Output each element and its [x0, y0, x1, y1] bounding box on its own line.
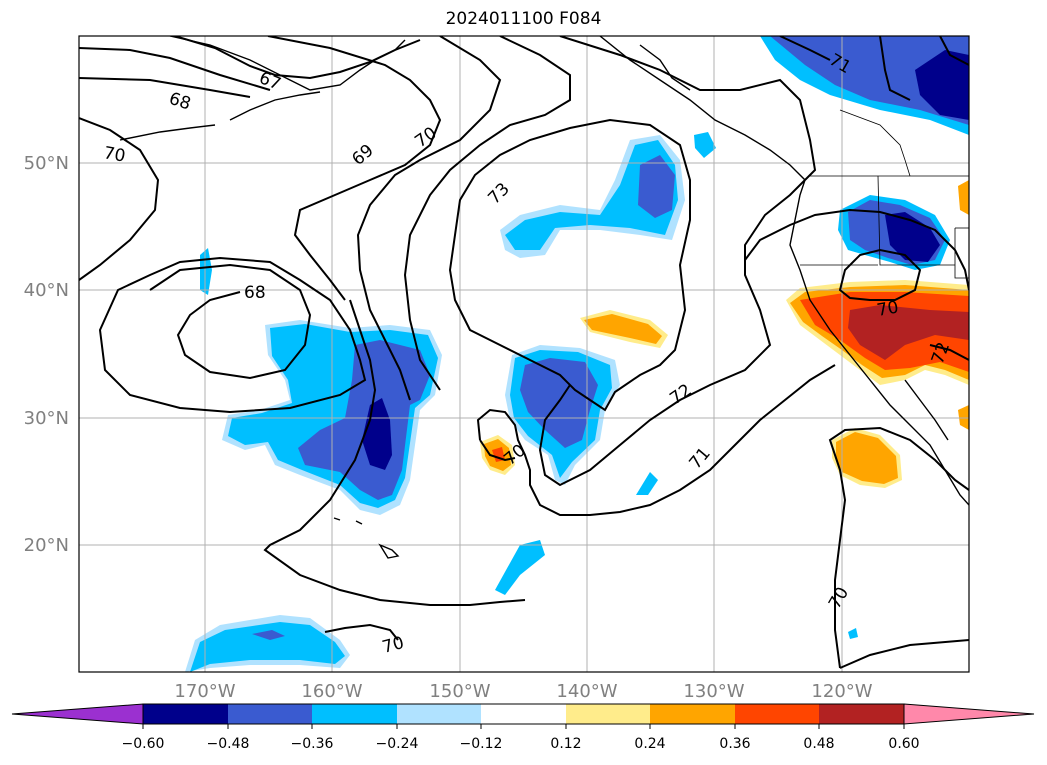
contour-label: 70	[825, 584, 853, 613]
colorbar-tick-label: 0.48	[803, 736, 834, 752]
colorbar-bin	[312, 704, 397, 724]
colorbar-tick-label: −0.48	[207, 736, 250, 752]
colorbar-bin	[819, 704, 904, 724]
colorbar-bin	[397, 704, 481, 724]
colorbar-tick-label: 0.60	[888, 736, 919, 752]
contour-label: 67	[256, 68, 284, 95]
colorbar-tick-label: 0.36	[719, 736, 750, 752]
lat-label: 40°N	[24, 280, 69, 301]
colorbar-extend-low	[11, 703, 144, 725]
colorbar-bin	[143, 704, 228, 724]
contour-label: 70	[102, 143, 127, 166]
contour-label: 70	[875, 297, 900, 320]
colorbar-tick-label: 0.24	[634, 736, 665, 752]
height-contours	[79, 36, 969, 669]
contour-label: 72	[666, 380, 695, 409]
colorbar-tick-label: −0.36	[291, 736, 334, 752]
colorbar-bin	[228, 704, 312, 724]
lon-label: 160°W	[301, 681, 362, 702]
colorbar-tick-label: −0.60	[122, 736, 165, 752]
map-frame	[78, 35, 970, 673]
colorbar-extend-high	[903, 703, 1035, 725]
colorbar-tick-label: 0.12	[550, 736, 581, 752]
colorbar-tick-label: −0.24	[376, 736, 419, 752]
colorbar-bin	[481, 704, 566, 724]
lon-label: 130°W	[683, 681, 744, 702]
contour-label: 68	[244, 283, 266, 303]
political-borders	[800, 109, 969, 279]
lon-label: 140°W	[556, 681, 617, 702]
colorbar-bin	[650, 704, 735, 724]
colorbar-bin	[735, 704, 819, 724]
latitude-labels: 50°N 40°N 30°N 20°N	[24, 153, 69, 556]
graticule	[79, 36, 969, 672]
contour-label: 68	[166, 89, 193, 115]
map-title: 2024011100 F084	[445, 9, 602, 29]
lat-label: 20°N	[24, 535, 69, 556]
contour-label: 70	[380, 633, 406, 658]
colorbar: −0.60 −0.48 −0.36 −0.24 −0.12 0.12 0.24 …	[11, 703, 1035, 752]
contour-label: 73	[484, 179, 513, 208]
colorbar-tick-label: −0.12	[460, 736, 503, 752]
lon-label: 170°W	[174, 681, 235, 702]
lon-label: 120°W	[811, 681, 872, 702]
contour-label: 69	[348, 141, 377, 170]
lon-label: 150°W	[429, 681, 490, 702]
lat-label: 50°N	[24, 153, 69, 174]
lat-label: 30°N	[24, 408, 69, 429]
colorbar-bin	[566, 704, 650, 724]
longitude-labels: 170°W 160°W 150°W 140°W 130°W 120°W	[174, 681, 872, 702]
